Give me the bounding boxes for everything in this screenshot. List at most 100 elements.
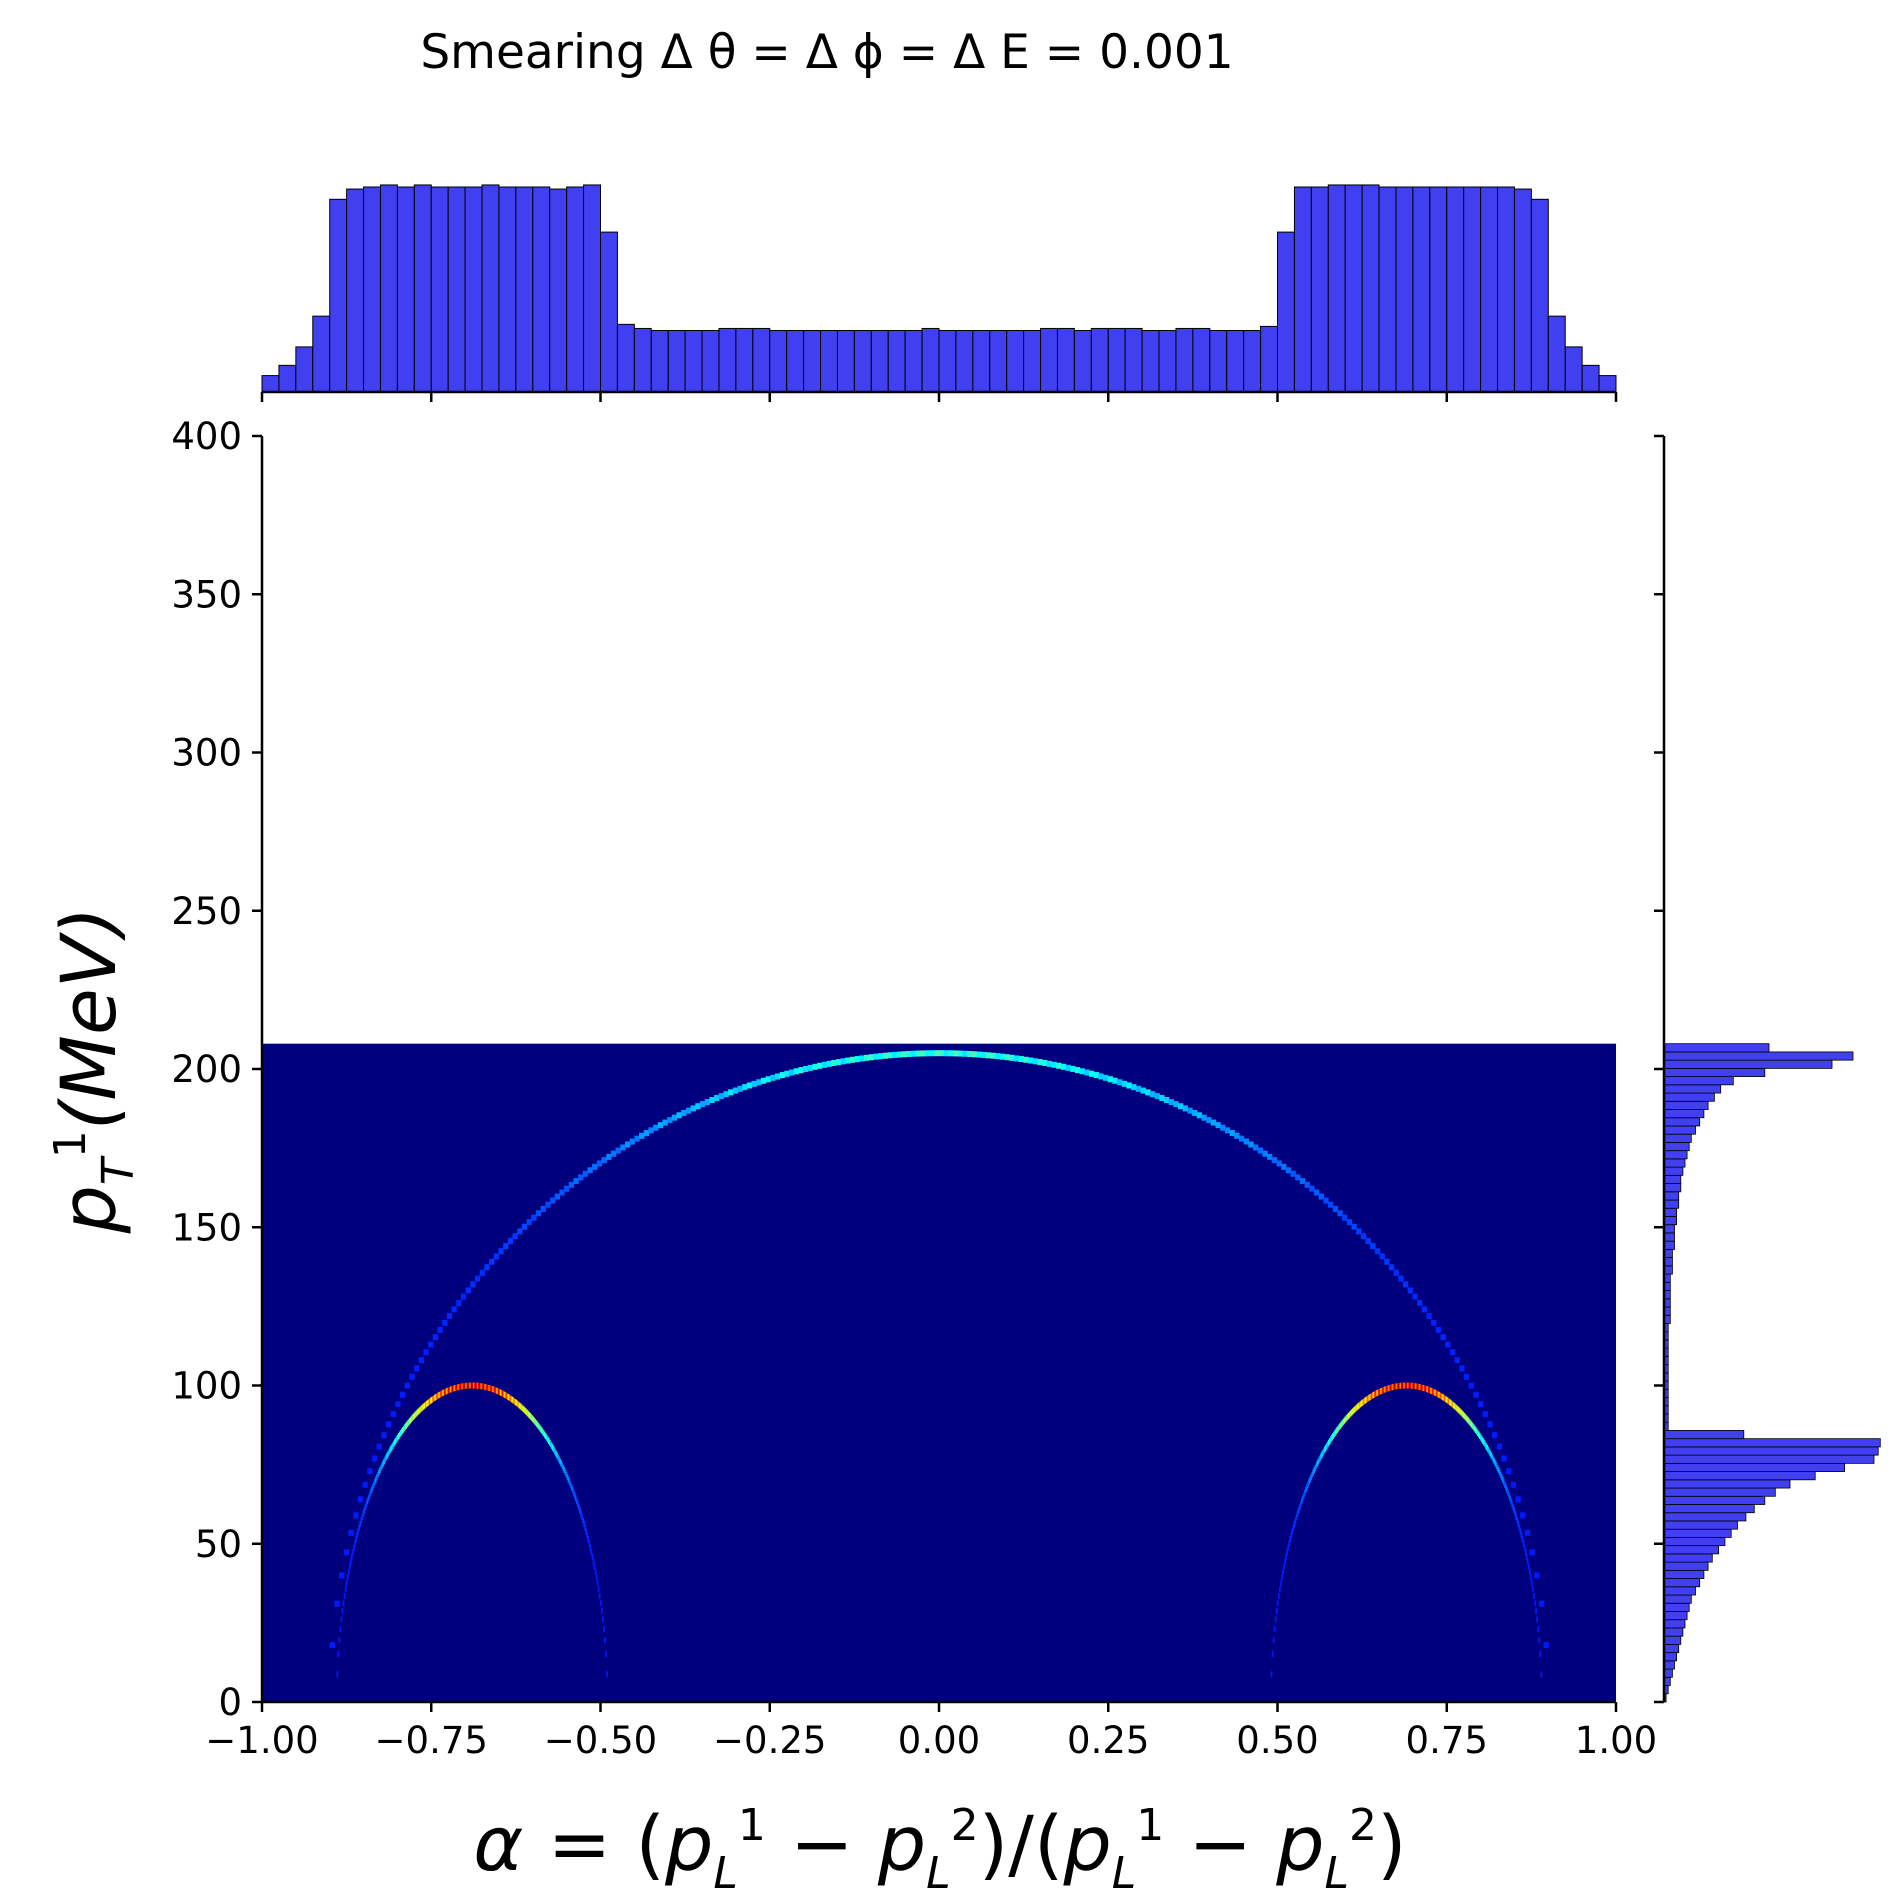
y-tick-label: 350 [171,573,242,616]
heatmap-cell [519,1403,522,1410]
heatmap-cell [957,1050,964,1057]
top-hist-bar [667,330,686,393]
heatmap-cell [534,1418,537,1425]
heatmap-cell [457,1384,459,1391]
heatmap-cell [493,1253,500,1260]
heatmap-cell [1413,1383,1416,1390]
right-hist-bar [1663,1100,1709,1110]
heatmap-cell [1323,1446,1326,1453]
right-hist-bar [1663,1446,1879,1456]
heatmap-cell [437,1392,440,1399]
right-hist-bar [1663,1043,1770,1053]
heatmap-cell [718,1093,725,1100]
heatmap-cell [1321,1450,1324,1457]
heatmap-cell [704,1099,710,1106]
heatmap-cell [639,1132,645,1139]
heatmap-cell [513,1398,516,1405]
heatmap-cell [1432,1388,1434,1395]
x-tick-label: 0.00 [898,1719,980,1762]
heatmap-cell [469,1382,472,1389]
heatmap-cell [1312,1469,1315,1476]
heatmap-cell [1411,1382,1413,1389]
heatmap-cell [428,1399,430,1406]
heatmap-cell [1320,1452,1323,1459]
heatmap-cell [383,1458,385,1465]
heatmap-cell [798,1067,804,1074]
heatmap-cell [382,1460,384,1467]
heatmap-cell [845,1057,851,1064]
heatmap-cell [1088,1070,1095,1077]
right-hist-bar [1663,1561,1709,1571]
heatmap-cell [387,1450,390,1457]
heatmap-cell [681,1109,687,1116]
heatmap-cell [1495,1462,1498,1469]
heatmap-cell [985,1052,992,1059]
heatmap-cell [454,1385,456,1392]
heatmap-cell [420,1405,423,1412]
heatmap-cell [1414,1383,1417,1390]
top-hist-ticks [260,392,1618,402]
heatmap-cell [410,1416,413,1423]
heatmap-cell [397,1433,400,1440]
heatmap-cell [624,1141,631,1148]
heatmap-cell [458,1383,460,1390]
heatmap-cell [1487,1446,1490,1453]
heatmap-cell [1460,1409,1462,1416]
top-hist-bar [1463,186,1482,393]
right-hist-bar [1663,1257,1673,1267]
heatmap-cell [1303,1492,1305,1499]
x-tick-label: −0.50 [544,1719,657,1762]
heatmap-cell [549,1197,556,1204]
heatmap-cell [1433,1389,1435,1396]
heatmap-cell [1379,1388,1381,1395]
heatmap-cell [1289,1536,1292,1543]
heatmap-cell [1056,1062,1062,1069]
heatmap-cell [892,1051,898,1058]
heatmap-cell [1398,1382,1401,1389]
heatmap-cell [605,1651,607,1658]
heatmap-cell [568,1479,571,1486]
heatmap-cell [565,1471,568,1478]
heatmap-cell [334,1600,340,1607]
heatmap-cell [409,1373,415,1380]
heatmap-cell [1536,1616,1538,1623]
heatmap-cell [539,1425,542,1432]
heatmap-cell [901,1051,907,1058]
top-hist-bar [346,188,365,393]
heatmap-cell [509,1395,512,1402]
heatmap-cell [1463,1412,1466,1419]
heatmap-cell [429,1398,431,1405]
heatmap-cell [559,1458,562,1465]
heatmap-cell [1009,1054,1015,1061]
heatmap-cell [746,1082,753,1089]
top-hist-bar [820,330,838,393]
right-hist-bar [1663,1643,1680,1654]
heatmap-cell [431,1396,433,1403]
heatmap-cell [531,1415,533,1422]
heatmap-cell [1534,1600,1536,1607]
heatmap-cell [343,1593,346,1600]
heatmap-cell [1187,1107,1193,1114]
heatmap-cell [1515,1496,1521,1503]
heatmap-cell [709,1097,715,1104]
heatmap-cell [355,1536,357,1543]
heatmap-cell [1369,1393,1372,1400]
heatmap-cell [774,1073,781,1080]
heatmap-cell [1192,1109,1198,1116]
heatmap-cell [1319,1454,1322,1461]
heatmap-cell [1421,1384,1424,1391]
heatmap-cell [471,1382,474,1389]
heatmap-cell [1309,1476,1311,1483]
heatmap-cell [456,1299,462,1306]
top-hist-bar [396,186,415,393]
heatmap-cell [1409,1382,1411,1389]
heatmap-cell [1356,1228,1362,1235]
heatmap-cell [1462,1411,1465,1418]
heatmap-cell [392,1441,395,1448]
heatmap-cell [468,1382,471,1389]
top-hist-bar [600,231,618,393]
heatmap-cell [1281,1163,1287,1170]
heatmap-cell [1494,1460,1497,1467]
heatmap-cell [1412,1382,1415,1389]
heatmap-cell [416,1409,419,1416]
